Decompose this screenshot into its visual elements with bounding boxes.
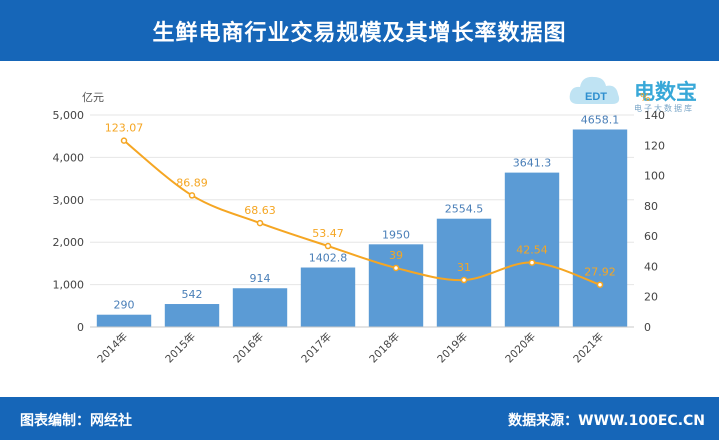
line-value-label: 42.54 — [516, 244, 548, 257]
footer-credit: 图表编制：网经社 — [20, 413, 132, 429]
bar — [164, 304, 220, 327]
line-value-label: 68.63 — [244, 204, 276, 217]
line-value-label: 31 — [457, 261, 471, 274]
line-series: 123.07 86.89 68.63 53.47 39 31 42.54 27.92 — [105, 122, 616, 288]
x-tick-label: 2021年 — [571, 330, 607, 366]
logo: EDT 电数宝 电子大数据库 — [568, 70, 718, 118]
bar-value-label: 1950 — [382, 228, 410, 241]
x-tick-label: 2018年 — [367, 330, 403, 366]
y-tick-label: 2,000 — [53, 236, 85, 249]
line-point — [120, 137, 128, 144]
bar — [572, 129, 628, 327]
bar-value-label: 1402.8 — [309, 252, 348, 265]
y2-axis-unit: % — [640, 91, 650, 104]
y-tick-label: 4,000 — [53, 151, 85, 164]
y2-tick-label: 80 — [644, 200, 658, 213]
bar — [504, 172, 560, 327]
bar — [368, 244, 424, 327]
cloud-logo-icon: EDT — [569, 76, 620, 104]
bar-value-label: 2554.5 — [445, 203, 484, 216]
x-tick-label: 2014年 — [95, 330, 131, 366]
y-tick-label: 1,000 — [53, 279, 85, 292]
y-tick-label: 0 — [77, 321, 84, 334]
line-value-label: 86.89 — [176, 176, 208, 189]
line-value-label: 39 — [389, 249, 403, 262]
bar-value-label: 542 — [182, 288, 203, 301]
bar-value-label: 3641.3 — [513, 157, 552, 170]
y2-tick-label: 100 — [644, 170, 665, 183]
combo-chart: 290 542 914 1402.8 1950 2554.5 3641.3 4658.1 12… — [53, 91, 666, 366]
y2-tick-label: 120 — [644, 139, 665, 152]
chart-header: 生鲜电商行业交易规模及其增长率数据图 — [0, 0, 719, 61]
y-axis-unit: 亿元 — [82, 91, 104, 104]
y-tick-label: 3,000 — [53, 194, 85, 207]
chart-footer: 图表编制：网经社 数据来源：WWW.100EC.CN — [0, 397, 719, 440]
x-tick-label: 2015年 — [163, 330, 199, 366]
bar-value-label: 914 — [250, 272, 271, 285]
bar-labels: 290 542 914 1402.8 1950 2554.5 3641.3 4658.1 — [114, 113, 620, 311]
x-tick-label: 2016年 — [231, 330, 267, 366]
logo-main-text: 电数宝 — [634, 80, 697, 104]
bar-value-label: 4658.1 — [581, 113, 620, 126]
x-tick-label: 2020年 — [503, 330, 539, 366]
y2-tick-label: 140 — [644, 109, 665, 122]
y2-tick-label: 20 — [644, 291, 658, 304]
line-point — [392, 264, 400, 272]
line-value-label: 53.47 — [312, 227, 344, 240]
footer-source: 数据来源：WWW.100EC.CN — [508, 413, 705, 429]
line-point — [256, 219, 264, 227]
line-point — [596, 281, 604, 288]
bar — [232, 288, 288, 327]
line-value-label: 27.92 — [584, 266, 616, 279]
bar-value-label: 290 — [114, 299, 135, 312]
y2-tick-label: 0 — [644, 321, 651, 334]
line-point — [188, 192, 196, 199]
bar — [96, 314, 152, 327]
x-tick-label: 2019年 — [435, 330, 471, 366]
line-point — [528, 259, 536, 266]
line-value-label: 123.07 — [105, 122, 144, 135]
bar-series — [96, 129, 628, 327]
y2-tick-label: 40 — [644, 260, 658, 273]
bar — [436, 218, 492, 327]
line-point — [460, 276, 468, 284]
logo-badge: EDT — [585, 91, 607, 103]
y-tick-label: 5,000 — [53, 109, 85, 122]
logo-sub-text: 电子大数据库 — [634, 104, 694, 113]
page-title: 生鲜电商行业交易规模及其增长率数据图 — [152, 20, 567, 46]
bar — [300, 267, 356, 327]
x-tick-label: 2017年 — [299, 330, 335, 366]
y2-tick-label: 60 — [644, 230, 658, 243]
line-point — [324, 242, 332, 250]
